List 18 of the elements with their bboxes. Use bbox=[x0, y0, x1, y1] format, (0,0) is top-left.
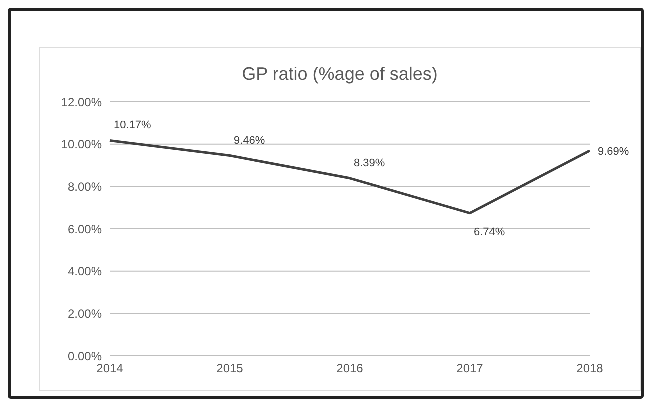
data-label: 9.69% bbox=[598, 146, 630, 158]
data-label: 8.39% bbox=[354, 157, 386, 170]
y-tick-label: 10.00% bbox=[61, 138, 102, 152]
chart-title: GP ratio (%age of sales) bbox=[241, 64, 439, 86]
y-tick-label: 4.00% bbox=[68, 264, 102, 279]
x-tick-label: 2014 bbox=[96, 362, 124, 376]
x-tick-label: 2015 bbox=[216, 362, 244, 376]
y-tick-label: 8.00% bbox=[68, 180, 102, 194]
data-label: 9.46% bbox=[234, 134, 266, 147]
data-label: 6.74% bbox=[474, 226, 506, 238]
x-tick-label: 2018 bbox=[576, 362, 604, 376]
x-tick-label: 2017 bbox=[456, 362, 484, 376]
x-tick-label: 2016 bbox=[336, 362, 364, 376]
y-tick-label: 12.00% bbox=[61, 95, 102, 110]
data-label: 10.17% bbox=[114, 120, 152, 132]
y-tick-label: 6.00% bbox=[68, 222, 102, 236]
y-tick-label: 0.00% bbox=[68, 349, 102, 364]
y-tick-label: 2.00% bbox=[68, 306, 102, 321]
